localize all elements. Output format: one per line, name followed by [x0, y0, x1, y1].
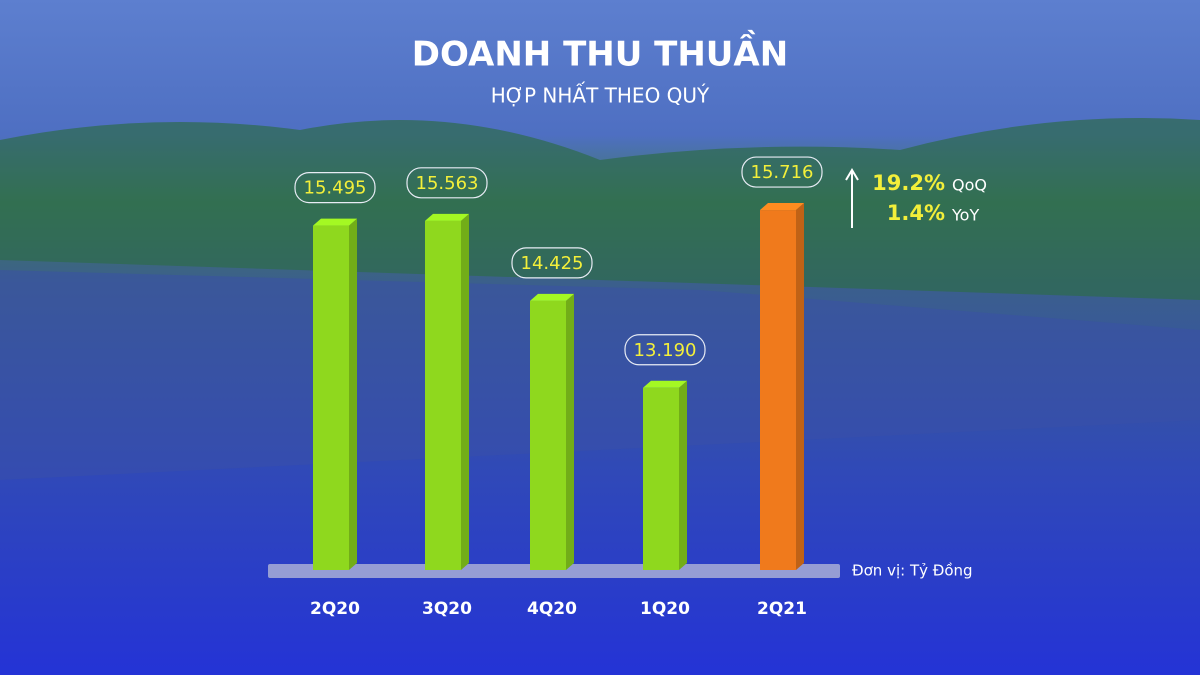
- bar: [313, 218, 357, 570]
- growth-label: YoY: [951, 206, 979, 225]
- growth-value: 1.4%: [887, 201, 945, 225]
- bar-side: [461, 213, 469, 570]
- value-label-box: [294, 172, 376, 204]
- value-label-box: [511, 247, 593, 279]
- category-label: 2Q21: [757, 599, 807, 619]
- bar: [643, 380, 687, 570]
- bar-top: [760, 203, 804, 211]
- bar-front: [530, 300, 566, 570]
- bar-front: [643, 387, 679, 570]
- growth-arrow-head: [845, 168, 859, 181]
- bar-side: [566, 293, 574, 570]
- category-label: 3Q20: [422, 599, 472, 619]
- bar: [760, 203, 804, 570]
- growth-value: 19.2%: [872, 171, 945, 195]
- bar-front: [425, 220, 461, 570]
- value-label: 15.563: [416, 173, 479, 194]
- value-label: 15.495: [304, 178, 367, 199]
- unit-note: Đơn vị: Tỷ Đồng: [852, 562, 973, 580]
- bar: [425, 213, 469, 570]
- bar-front: [760, 210, 796, 570]
- subtitle: HỢP NHẤT THEO QUÝ: [491, 83, 710, 108]
- bar-top: [313, 218, 357, 226]
- category-label: 2Q20: [310, 599, 360, 619]
- value-label-box: [741, 156, 823, 188]
- base-platform: [268, 564, 840, 578]
- category-label: 1Q20: [640, 599, 690, 619]
- bar-side: [679, 380, 687, 570]
- bar-side: [796, 203, 804, 570]
- value-label: 15.716: [751, 162, 814, 183]
- title: DOANH THU THUẦN: [412, 30, 788, 75]
- value-label: 13.190: [634, 340, 697, 361]
- category-label: 4Q20: [527, 599, 577, 619]
- bar: [530, 293, 574, 570]
- hills: [0, 118, 1200, 300]
- farm-roofs: [0, 270, 1200, 480]
- value-label-box: [624, 334, 706, 366]
- bar-side: [349, 218, 357, 570]
- bar-top: [425, 213, 469, 221]
- value-label: 14.425: [521, 253, 584, 274]
- bar-top: [530, 293, 574, 301]
- bar-top: [643, 380, 687, 388]
- growth-label: QoQ: [952, 176, 987, 195]
- bar-front: [313, 225, 349, 570]
- value-label-box: [406, 167, 488, 199]
